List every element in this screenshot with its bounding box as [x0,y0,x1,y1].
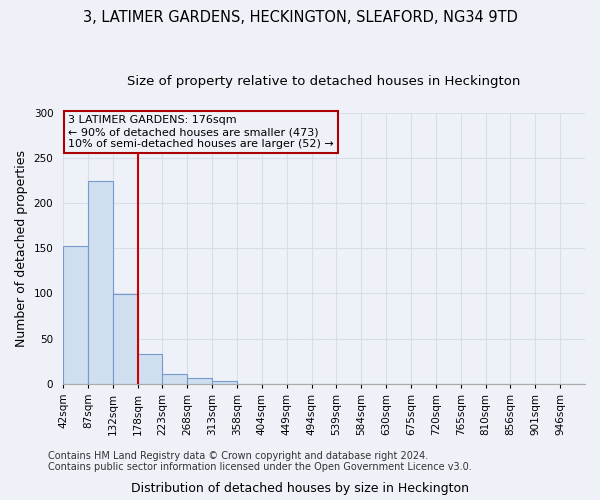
Bar [163,374,187,384]
Text: 3 LATIMER GARDENS: 176sqm
← 90% of detached houses are smaller (473)
10% of semi: 3 LATIMER GARDENS: 176sqm ← 90% of detac… [68,116,334,148]
Text: Contains HM Land Registry data © Crown copyright and database right 2024.
Contai: Contains HM Land Registry data © Crown c… [48,451,472,472]
Text: 3, LATIMER GARDENS, HECKINGTON, SLEAFORD, NG34 9TD: 3, LATIMER GARDENS, HECKINGTON, SLEAFORD… [83,10,517,25]
Bar [63,246,88,384]
Bar [88,180,113,384]
Bar [113,294,137,384]
Y-axis label: Number of detached properties: Number of detached properties [15,150,28,347]
Bar [212,381,237,384]
Bar [187,378,212,384]
Title: Size of property relative to detached houses in Heckington: Size of property relative to detached ho… [127,75,521,88]
Bar [137,354,163,384]
Text: Distribution of detached houses by size in Heckington: Distribution of detached houses by size … [131,482,469,495]
